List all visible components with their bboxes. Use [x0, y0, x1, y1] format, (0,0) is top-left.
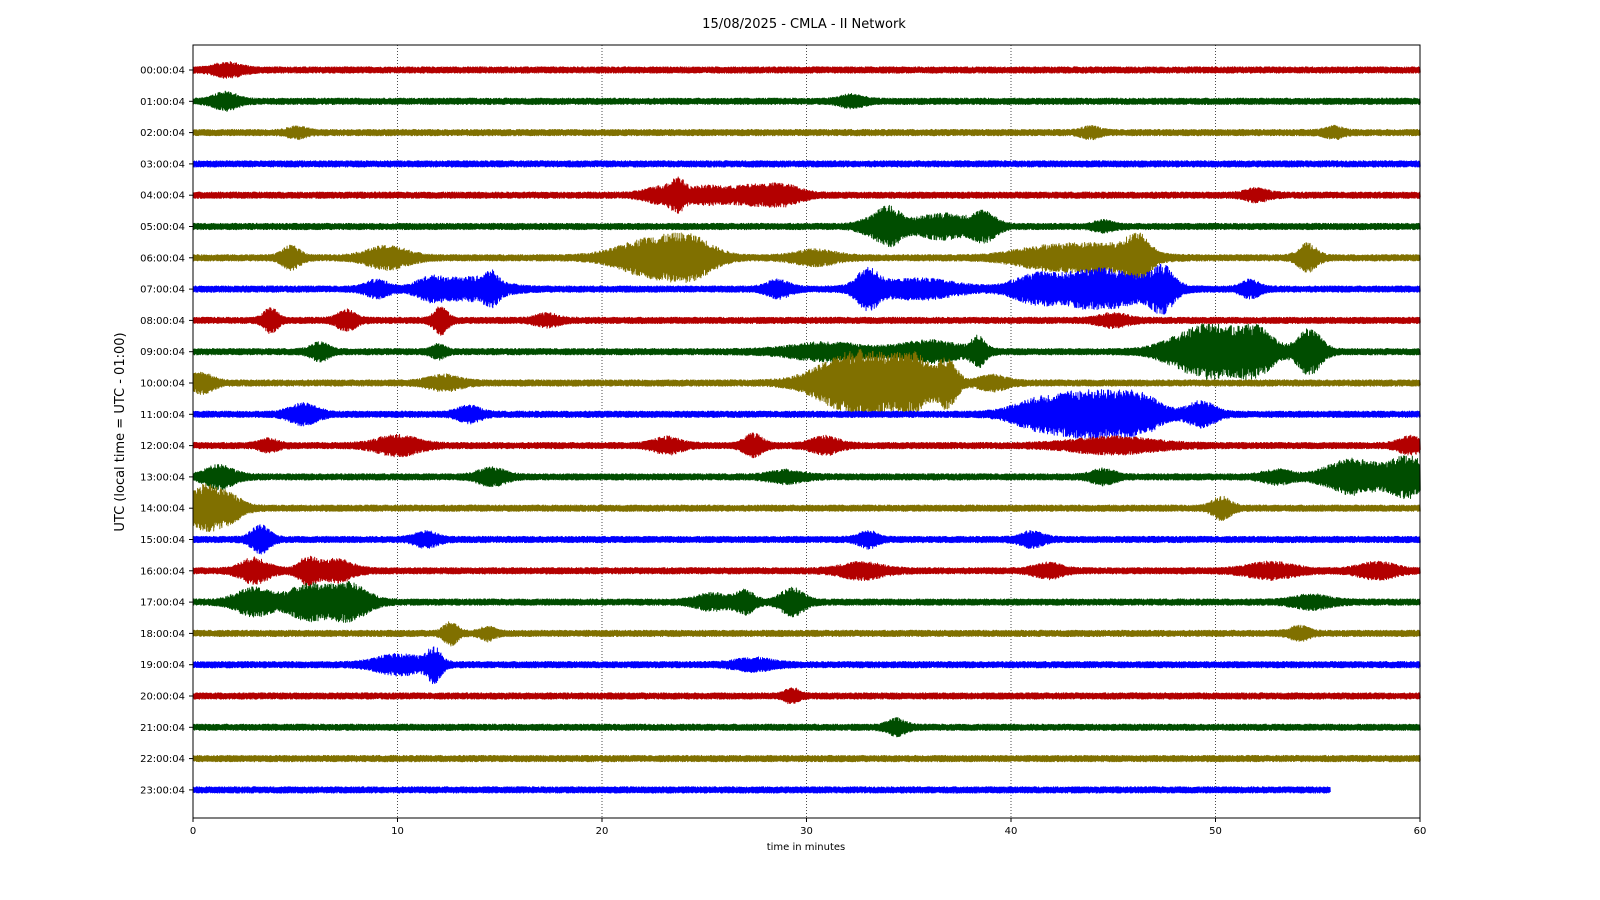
- trace-17:00:04: [192, 581, 1421, 623]
- trace-13:00:04: [192, 455, 1421, 500]
- trace-12:00:04: [192, 432, 1421, 459]
- y-axis: 00:00:04 01:00:04 02:00:04 03:00:04 04:00:04…: [140, 66, 193, 796]
- y-tick-label: 21:00:04: [140, 723, 185, 734]
- y-tick-label: 20:00:04: [140, 692, 185, 703]
- trace-09:00:04: [192, 323, 1421, 381]
- y-tick-label: 18:00:04: [140, 629, 185, 640]
- y-tick-label: 00:00:04: [140, 66, 185, 77]
- x-tick-label-30: 30: [800, 826, 813, 837]
- x-axis: 0 10 20 30 40 50 60: [190, 818, 1427, 837]
- y-tick-label: 07:00:04: [140, 285, 185, 296]
- y-tick-label: 23:00:04: [140, 785, 185, 796]
- trace-10:00:04: [192, 348, 1421, 418]
- y-tick-label: 01:00:04: [140, 97, 185, 108]
- trace-08:00:04: [192, 306, 1421, 336]
- y-tick-label: 10:00:04: [140, 379, 185, 390]
- trace-22:00:04: [192, 754, 1421, 763]
- trace-02:00:04: [192, 124, 1421, 141]
- y-axis-label: UTC (local time = UTC - 01:00): [113, 332, 128, 531]
- y-tick-label: 16:00:04: [140, 566, 185, 577]
- y-tick-label: 08:00:04: [140, 316, 185, 327]
- y-tick-label: 19:00:04: [140, 660, 185, 671]
- y-tick-label: 05:00:04: [140, 222, 185, 233]
- y-tick-label: 12:00:04: [140, 441, 185, 452]
- y-tick-label: 03:00:04: [140, 159, 185, 170]
- trace-03:00:04: [192, 160, 1421, 168]
- x-tick-label-60: 60: [1414, 826, 1427, 837]
- y-tick-label: 02:00:04: [140, 128, 185, 139]
- y-tick-label: 13:00:04: [140, 472, 185, 483]
- y-tick-label: 15:00:04: [140, 535, 185, 546]
- y-tick-label: 22:00:04: [140, 754, 185, 765]
- trace-15:00:04: [192, 524, 1421, 555]
- x-tick-label-10: 10: [391, 826, 404, 837]
- trace-06:00:04: [192, 232, 1421, 284]
- trace-20:00:04: [192, 687, 1421, 705]
- trace-19:00:04: [192, 646, 1421, 685]
- chart-title: 15/08/2025 - CMLA - II Network: [702, 17, 906, 32]
- trace-00:00:04: [192, 61, 1421, 79]
- x-tick-label-50: 50: [1209, 826, 1222, 837]
- x-tick-label-0: 0: [190, 826, 196, 837]
- trace-14:00:04: [192, 483, 1421, 532]
- y-tick-label: 17:00:04: [140, 598, 185, 609]
- x-tick-label-20: 20: [596, 826, 609, 837]
- trace-01:00:04: [192, 90, 1421, 112]
- trace-11:00:04: [192, 389, 1421, 440]
- trace-23:00:04: [192, 786, 1331, 794]
- y-tick-label: 14:00:04: [140, 504, 185, 515]
- trace-21:00:04: [192, 717, 1421, 738]
- y-tick-label: 09:00:04: [140, 347, 185, 358]
- traces: [192, 61, 1421, 794]
- trace-18:00:04: [192, 621, 1421, 647]
- x-axis-label: time in minutes: [767, 842, 846, 853]
- x-tick-label-40: 40: [1005, 826, 1018, 837]
- trace-07:00:04: [192, 263, 1421, 315]
- y-tick-label: 11:00:04: [140, 410, 185, 421]
- y-tick-label: 04:00:04: [140, 191, 185, 202]
- trace-16:00:04: [192, 555, 1421, 587]
- trace-05:00:04: [192, 204, 1421, 248]
- trace-04:00:04: [192, 176, 1421, 214]
- y-tick-label: 06:00:04: [140, 253, 185, 264]
